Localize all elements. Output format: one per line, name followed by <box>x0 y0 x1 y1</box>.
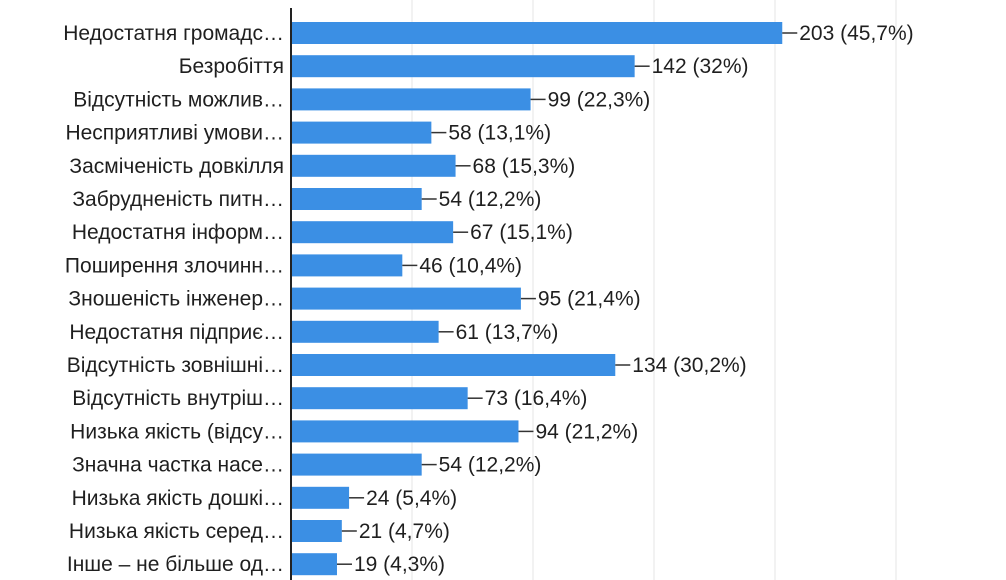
data-label: 67 (15,1%) <box>470 221 573 244</box>
data-label: 58 (13,1%) <box>448 122 551 145</box>
bar <box>291 287 521 310</box>
data-label: 54 (12,2%) <box>439 188 542 211</box>
data-label: 68 (15,3%) <box>473 155 576 178</box>
bar <box>291 486 350 509</box>
data-label: 203 (45,7%) <box>799 22 913 45</box>
bar <box>291 453 422 476</box>
data-label: 134 (30,2%) <box>632 354 746 377</box>
data-label: 24 (5,4%) <box>366 487 457 510</box>
category-label: Забрудненість питн… <box>72 188 284 211</box>
category-label: Низька якість серед… <box>69 520 284 543</box>
bar <box>291 221 454 244</box>
data-label: 61 (13,7%) <box>456 321 559 344</box>
data-label: 94 (21,2%) <box>535 420 638 443</box>
category-label: Відсутність внутріш… <box>72 387 284 410</box>
data-label: 46 (10,4%) <box>419 254 522 277</box>
bar <box>291 387 468 410</box>
category-label: Недостатня громадс… <box>63 22 284 45</box>
category-label: Несприятливі умови… <box>65 122 284 145</box>
category-label: Зношеність інженер… <box>68 288 284 311</box>
bar <box>291 320 439 343</box>
data-label: 19 (4,3%) <box>354 553 445 576</box>
category-label: Безробіття <box>179 55 284 78</box>
data-label: 21 (4,7%) <box>359 520 450 543</box>
bar <box>291 254 403 277</box>
category-label: Значна частка насе… <box>72 454 284 477</box>
bar <box>291 55 635 78</box>
bar <box>291 420 519 443</box>
bar <box>291 553 337 576</box>
category-label: Відсутність зовнішні… <box>67 354 284 377</box>
data-label: 73 (16,4%) <box>485 387 588 410</box>
bar <box>291 520 342 542</box>
bar <box>291 354 616 376</box>
bar <box>291 154 456 177</box>
bar <box>291 121 432 144</box>
bar <box>291 188 422 210</box>
category-label: Відсутність можлив… <box>73 88 284 111</box>
category-label: Недостатня інформ… <box>72 221 284 244</box>
category-label: Недостатня підприє… <box>69 321 284 344</box>
data-label: 99 (22,3%) <box>548 88 651 111</box>
category-label: Поширення злочинн… <box>65 254 284 277</box>
data-label: 95 (21,4%) <box>538 288 641 311</box>
data-label: 142 (32%) <box>652 55 749 78</box>
category-label: Засміченість довкілля <box>69 155 284 178</box>
category-label: Інше – не більше од… <box>67 553 284 576</box>
bar <box>291 88 531 111</box>
bar <box>291 22 783 44</box>
category-label: Низька якість (відсу… <box>70 420 284 443</box>
category-label: Низька якість дошкі… <box>72 487 284 510</box>
data-label: 54 (12,2%) <box>439 454 542 477</box>
